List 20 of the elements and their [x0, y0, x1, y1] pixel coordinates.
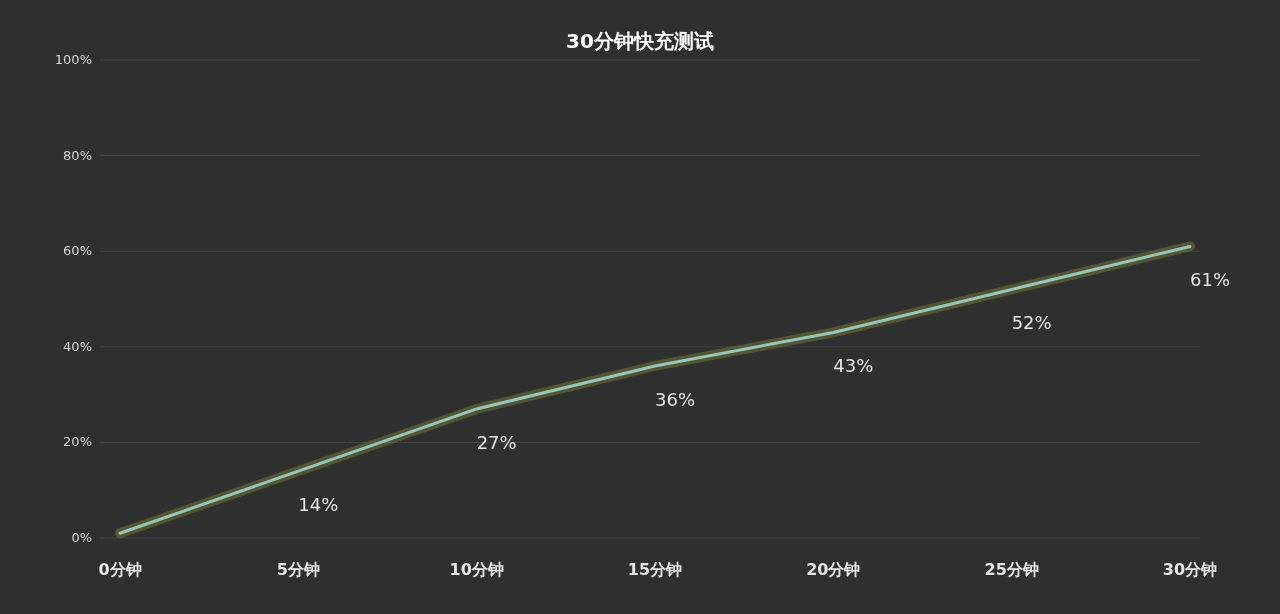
- x-tick-label: 30分钟: [1162, 560, 1218, 579]
- x-tick-label: 25分钟: [984, 560, 1039, 579]
- data-label: 36%: [654, 388, 696, 410]
- y-tick-label: 40%: [63, 338, 92, 354]
- x-tick-label: 0分钟: [98, 560, 142, 579]
- data-label: 52%: [1011, 312, 1052, 334]
- data-label: 43%: [833, 355, 874, 377]
- x-tick-label: 5分钟: [276, 560, 320, 579]
- y-tick-label: 80%: [63, 147, 92, 163]
- y-tick-label: 0%: [71, 530, 92, 545]
- x-tick-label: 20分钟: [806, 560, 861, 579]
- y-tick-label: 100%: [54, 52, 92, 67]
- data-label: 14%: [298, 494, 339, 516]
- y-tick-label: 20%: [63, 434, 92, 450]
- x-tick-label: 10分钟: [449, 560, 504, 579]
- data-label: 61%: [1189, 269, 1231, 291]
- x-tick-label: 15分钟: [627, 560, 683, 579]
- y-tick-label: 60%: [63, 243, 92, 259]
- chart-title: 30分钟快充测试: [566, 29, 714, 53]
- data-label: 27%: [476, 431, 517, 453]
